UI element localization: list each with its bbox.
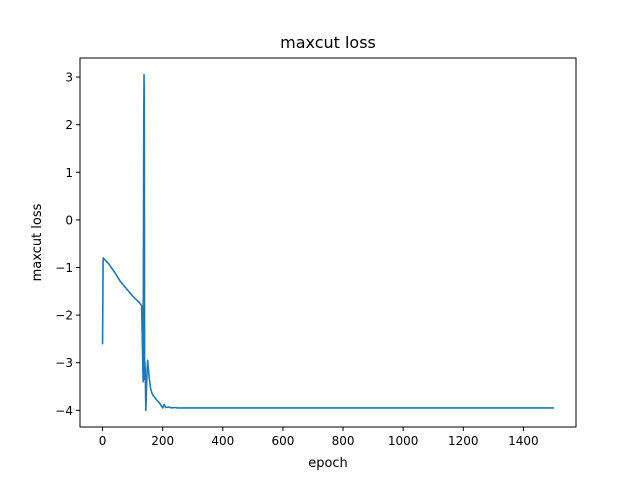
- series-line: [101, 73, 555, 412]
- x-tick-label: 200: [151, 434, 174, 448]
- y-tick-label: 3: [65, 71, 73, 85]
- x-tick-label: 0: [99, 434, 107, 448]
- x-tick-label: 600: [271, 434, 294, 448]
- y-axis-label: maxcut loss: [30, 203, 45, 281]
- chart-title: maxcut loss: [280, 33, 376, 52]
- y-axis: −4 −3 −2 −1 0 1 2 3: [55, 71, 80, 418]
- x-tick-label: 1400: [508, 434, 539, 448]
- x-tick-label: 400: [211, 434, 234, 448]
- y-tick-label: 1: [65, 166, 73, 180]
- x-tick-label: 1200: [448, 434, 479, 448]
- y-tick-label: −1: [55, 261, 73, 275]
- x-tick-label: 1000: [388, 434, 419, 448]
- y-tick-label: −4: [55, 404, 73, 418]
- y-tick-label: 2: [65, 118, 73, 132]
- y-tick-label: −3: [55, 356, 73, 370]
- y-tick-label: 0: [65, 213, 73, 227]
- x-tick-label: 800: [332, 434, 355, 448]
- y-tick-label: −2: [55, 309, 73, 323]
- plot-frame: [79, 57, 577, 428]
- x-axis: 0 200 400 600 800 1000 1200 1400: [99, 427, 539, 448]
- x-axis-label: epoch: [308, 456, 348, 471]
